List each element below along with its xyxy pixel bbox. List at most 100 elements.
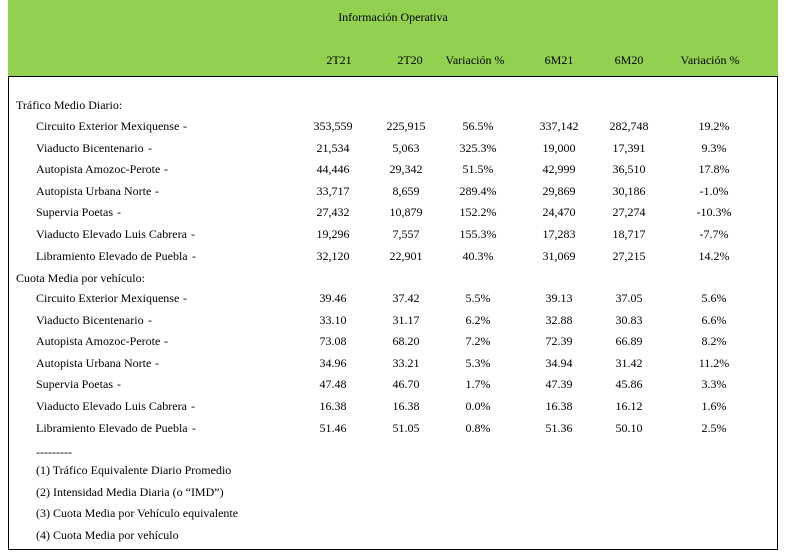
table-cell: 24,470 bbox=[542, 205, 576, 220]
table-row: Autopista Urbana Norte - 34.96 33.21 5.3% 34.… bbox=[8, 353, 778, 374]
table-cell: 47.39 bbox=[545, 377, 573, 392]
section-title-trafico: Tráfico Medio Diario: bbox=[16, 98, 123, 112]
footnote-2: (2) Intensidad Media Diaria (o “IMD”) bbox=[36, 485, 224, 499]
table-row: Viaducto Bicentenario - 33.10 31.17 6.2% 32.8… bbox=[8, 310, 778, 331]
table-cell: 56.5% bbox=[462, 119, 494, 133]
column-header-variacion-q: Variación % bbox=[445, 53, 505, 67]
table-cell: 2.5% bbox=[701, 420, 727, 435]
table-cell: 31,069 bbox=[542, 248, 576, 263]
table-row: Libramiento Elevado de Puebla - 51.46 51.05… bbox=[8, 418, 778, 439]
row-label-marker: - bbox=[117, 205, 121, 220]
row-label: Supervia Poetas bbox=[36, 205, 113, 220]
row-label: Viaducto Elevado Luis Cabrera bbox=[36, 399, 187, 413]
table-cell: 17,391 bbox=[612, 140, 646, 155]
table-cell: 337,142 bbox=[539, 119, 579, 133]
table-cell: -1.0% bbox=[699, 183, 729, 198]
table-cell: 27,432 bbox=[316, 205, 350, 220]
table-cell: 1.7% bbox=[465, 377, 491, 392]
row-label-marker: - bbox=[191, 399, 195, 413]
row-label-marker: - bbox=[155, 183, 159, 198]
table-cell: 27,274 bbox=[612, 205, 646, 220]
table-cell: 9.3% bbox=[701, 140, 727, 155]
table-row: Viaducto Elevado Luis Cabrera - 16.38 16.38… bbox=[8, 396, 778, 417]
table-cell: 30.83 bbox=[615, 312, 643, 327]
table-cell: 29,869 bbox=[542, 183, 576, 198]
table-row: Circuito Exterior Mexiquense - 353,559 225,… bbox=[8, 116, 778, 137]
table-cell: 45.86 bbox=[615, 377, 643, 392]
table-cell: 5,063 bbox=[392, 140, 420, 155]
row-label: Viaducto Bicentenario bbox=[36, 312, 144, 327]
footnote-3: (3) Cuota Media por Vehículo equivalente bbox=[36, 506, 239, 520]
table-cell: 8.2% bbox=[701, 334, 727, 349]
table-cell: 39.13 bbox=[545, 291, 573, 305]
table-cell: 42,999 bbox=[542, 162, 576, 177]
row-label: Circuito Exterior Mexiquense bbox=[36, 119, 180, 133]
row-label: Autopista Amozoc-Perote bbox=[36, 162, 161, 177]
table-cell: 27,215 bbox=[612, 248, 646, 263]
table-row: Supervia Poetas - 27,432 10,879 152.2% 24,470… bbox=[8, 202, 778, 223]
table-cell: 152.2% bbox=[459, 205, 497, 220]
table-cell: 34.94 bbox=[545, 355, 573, 370]
footnote-separator: --------- bbox=[36, 445, 72, 459]
table-cell: 18,717 bbox=[612, 227, 646, 241]
row-label-marker: - bbox=[192, 420, 196, 435]
table-cell: 282,748 bbox=[609, 119, 649, 133]
table-cell: 8,659 bbox=[392, 183, 420, 198]
table-cell: 73.08 bbox=[319, 334, 347, 349]
table-cell: 19.2% bbox=[698, 119, 730, 133]
table-cell: 32.88 bbox=[545, 312, 573, 327]
table-cell: -7.7% bbox=[699, 227, 729, 241]
table-cell: 10,879 bbox=[389, 205, 423, 220]
table-header: Información Operativa 2T21 2T20 Variació… bbox=[8, 0, 778, 77]
row-label-marker: - bbox=[155, 355, 159, 370]
row-label-marker: - bbox=[148, 312, 152, 327]
table-cell: 30,186 bbox=[612, 183, 646, 198]
table-cell: 37.05 bbox=[615, 291, 643, 305]
row-label-marker: - bbox=[164, 162, 168, 177]
table-cell: 6.2% bbox=[465, 312, 491, 327]
table-cell: 50.10 bbox=[615, 420, 643, 435]
column-header-2t21: 2T21 bbox=[326, 53, 352, 67]
table-cell: 17,283 bbox=[542, 227, 576, 241]
row-label-marker: - bbox=[191, 227, 195, 241]
table-cell: 225,915 bbox=[386, 119, 426, 133]
table-cell: 51.5% bbox=[462, 162, 494, 177]
row-label-marker: - bbox=[192, 248, 196, 263]
table-cell: 325.3% bbox=[459, 140, 497, 155]
table-row: Viaducto Elevado Luis Cabrera - 19,296 7,55… bbox=[8, 224, 778, 245]
table-cell: 5.3% bbox=[465, 355, 491, 370]
table-cell: 14.2% bbox=[698, 248, 730, 263]
row-label: Autopista Amozoc-Perote bbox=[36, 334, 161, 349]
row-label: Circuito Exterior Mexiquense bbox=[36, 291, 180, 305]
column-header-6m20: 6M20 bbox=[614, 53, 644, 67]
table-cell: 155.3% bbox=[459, 227, 497, 241]
table-cell: 72.39 bbox=[545, 334, 573, 349]
table-cell: 5.6% bbox=[701, 291, 727, 305]
table-cell: 1.6% bbox=[701, 399, 727, 413]
table-cell: 31.17 bbox=[392, 312, 420, 327]
table-cell: 11.2% bbox=[698, 355, 730, 370]
row-label: Libramiento Elevado de Puebla bbox=[36, 420, 188, 435]
table-cell: 47.48 bbox=[319, 377, 347, 392]
table-cell: 16.38 bbox=[319, 399, 347, 413]
table-cell: 51.36 bbox=[545, 420, 573, 435]
column-header-variacion-s: Variación % bbox=[680, 53, 740, 67]
footnote-4: (4) Cuota Media por vehículo bbox=[36, 528, 179, 542]
table-row: Libramiento Elevado de Puebla - 32,120 22,9… bbox=[8, 246, 778, 267]
table-cell: 37.42 bbox=[392, 291, 420, 305]
table-cell: 19,296 bbox=[316, 227, 350, 241]
row-label: Viaducto Elevado Luis Cabrera bbox=[36, 227, 187, 241]
table-cell: 0.0% bbox=[465, 399, 491, 413]
table-row: Autopista Amozoc-Perote - 73.08 68.20 7.2% 72… bbox=[8, 331, 778, 352]
table-cell: 33.10 bbox=[319, 312, 347, 327]
table-row: Circuito Exterior Mexiquense - 39.46 37.42 5… bbox=[8, 288, 778, 309]
row-label: Viaducto Bicentenario bbox=[36, 140, 144, 155]
table-cell: 16.38 bbox=[545, 399, 573, 413]
table-cell: 22,901 bbox=[389, 248, 423, 263]
table-cell: 33.21 bbox=[392, 355, 420, 370]
row-label: Libramiento Elevado de Puebla bbox=[36, 248, 188, 263]
column-header-6m21: 6M21 bbox=[544, 53, 574, 67]
table-cell: 19,000 bbox=[542, 140, 576, 155]
table-row: Autopista Amozoc-Perote - 44,446 29,342 51.5… bbox=[8, 159, 778, 180]
table-title: Información Operativa bbox=[338, 10, 448, 24]
